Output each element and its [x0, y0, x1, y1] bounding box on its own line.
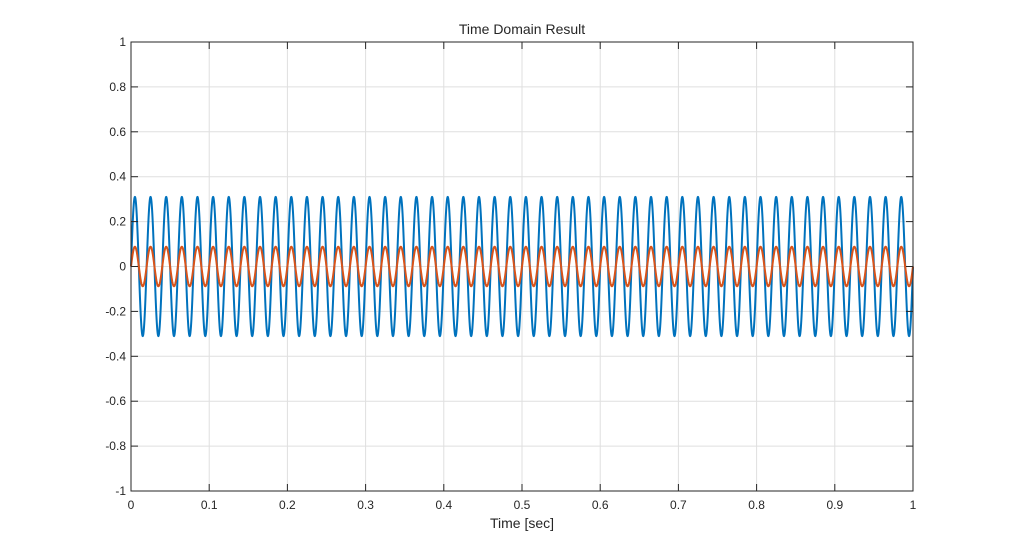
x-tick-label: 0.3 [357, 498, 374, 512]
x-tick-label: 0.1 [201, 498, 218, 512]
y-tick-label: -0.4 [105, 349, 126, 363]
y-tick-label: -1 [115, 484, 126, 498]
x-tick-label: 0.7 [670, 498, 687, 512]
y-tick-label: -0.6 [105, 394, 126, 408]
ticks: 0 0.1 0.2 0.3 0.4 0.5 0.6 0.7 0.8 0.9 1 -1 -0.8 -0.6 -… [105, 35, 916, 512]
y-tick-label: 0.6 [109, 125, 126, 139]
chart-title: Time Domain Result [459, 21, 585, 37]
series-line-2 [130, 245, 914, 288]
y-tick-label: 0.4 [109, 170, 126, 184]
series-layer [130, 195, 914, 338]
x-tick-label: 0.5 [514, 498, 531, 512]
x-tick-label: 0.4 [435, 498, 452, 512]
y-tick-label: 0 [119, 260, 126, 274]
x-tick-label: 0.9 [826, 498, 843, 512]
x-tick-label: 0.8 [748, 498, 765, 512]
y-tick-label: -0.2 [105, 304, 126, 318]
x-tick-label: 1 [910, 498, 917, 512]
x-tick-label: 0.6 [592, 498, 609, 512]
y-tick-label: -0.8 [105, 439, 126, 453]
x-axis-label: Time [sec] [490, 515, 554, 531]
y-tick-label: 0.2 [109, 215, 126, 229]
x-tick-label: 0 [128, 498, 135, 512]
y-tick-label: 1 [119, 35, 126, 49]
x-tick-label: 0.2 [279, 498, 296, 512]
y-tick-label: 0.8 [109, 80, 126, 94]
